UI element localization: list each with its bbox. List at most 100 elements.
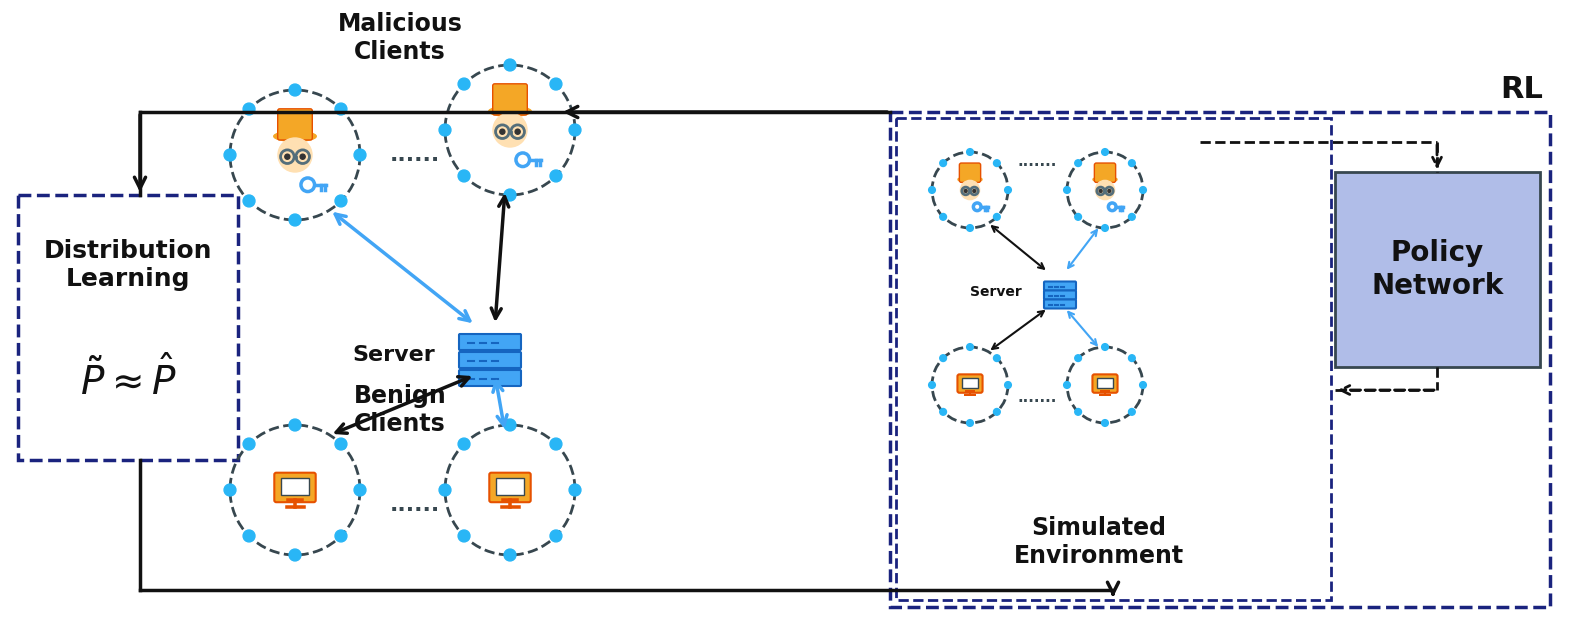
Circle shape [300,154,305,159]
Circle shape [458,78,471,90]
Circle shape [515,129,519,134]
Circle shape [289,214,302,226]
Circle shape [1129,408,1135,415]
Text: Server: Server [970,285,1022,299]
Circle shape [1075,213,1082,220]
FancyBboxPatch shape [960,163,981,182]
Circle shape [966,225,973,232]
Circle shape [335,438,347,450]
Circle shape [1004,187,1012,193]
Text: .......: ....... [1017,391,1056,406]
Circle shape [1102,344,1108,350]
Circle shape [504,189,516,201]
Circle shape [940,355,946,362]
Circle shape [354,149,366,161]
Circle shape [549,438,562,450]
Circle shape [966,344,973,350]
Circle shape [504,419,516,431]
Circle shape [289,419,302,431]
Circle shape [458,170,471,182]
Text: Malicious
Clients: Malicious Clients [338,12,463,64]
Circle shape [439,484,452,496]
Circle shape [1064,187,1071,193]
FancyBboxPatch shape [1044,281,1075,290]
FancyBboxPatch shape [275,473,316,502]
Circle shape [1140,187,1146,193]
Text: Simulated
Environment: Simulated Environment [1014,516,1184,568]
FancyBboxPatch shape [459,352,521,368]
Text: ......: ...... [390,145,441,165]
FancyBboxPatch shape [496,478,524,495]
Text: RL: RL [1500,76,1543,105]
Ellipse shape [489,106,531,116]
Circle shape [278,138,313,172]
Circle shape [1102,420,1108,427]
Circle shape [493,113,527,147]
Ellipse shape [1093,177,1116,182]
Circle shape [568,484,581,496]
Circle shape [284,154,291,159]
Circle shape [993,408,1000,415]
Circle shape [993,160,1000,167]
Circle shape [1096,180,1115,199]
Circle shape [243,103,254,115]
Circle shape [501,129,505,134]
Circle shape [549,170,562,182]
Circle shape [1064,382,1071,388]
FancyBboxPatch shape [1334,172,1540,367]
Circle shape [243,195,254,207]
Circle shape [243,438,254,450]
FancyBboxPatch shape [1094,163,1116,182]
Ellipse shape [958,177,982,182]
Circle shape [928,382,935,388]
FancyBboxPatch shape [459,334,521,350]
Circle shape [549,530,562,542]
Circle shape [1075,355,1082,362]
FancyBboxPatch shape [957,374,982,392]
Circle shape [993,213,1000,220]
Circle shape [1004,382,1012,388]
Circle shape [568,124,581,136]
Text: Server: Server [352,345,434,365]
FancyBboxPatch shape [278,109,313,140]
FancyBboxPatch shape [459,370,521,386]
Circle shape [1075,408,1082,415]
Circle shape [966,420,973,427]
Circle shape [966,149,973,155]
Circle shape [1129,355,1135,362]
FancyBboxPatch shape [489,473,531,502]
FancyBboxPatch shape [1093,374,1118,392]
Circle shape [243,530,254,542]
Circle shape [940,160,946,167]
Circle shape [549,78,562,90]
Text: Distribution
Learning: Distribution Learning [44,239,212,291]
FancyBboxPatch shape [1097,378,1113,388]
Circle shape [224,149,235,161]
Circle shape [354,484,366,496]
Circle shape [928,187,935,193]
Text: ......: ...... [390,495,441,515]
Circle shape [973,189,976,192]
FancyBboxPatch shape [493,84,527,115]
Circle shape [289,549,302,561]
Circle shape [1129,160,1135,167]
Ellipse shape [273,131,316,141]
Circle shape [289,84,302,96]
Circle shape [458,530,471,542]
Circle shape [335,195,347,207]
FancyBboxPatch shape [962,378,977,388]
Circle shape [458,438,471,450]
FancyBboxPatch shape [1044,290,1075,300]
Circle shape [224,484,235,496]
Circle shape [1140,382,1146,388]
Circle shape [1102,149,1108,155]
Text: Policy
Network: Policy Network [1372,239,1503,300]
Text: .......: ....... [1017,155,1056,170]
Circle shape [504,549,516,561]
Circle shape [1108,189,1110,192]
FancyBboxPatch shape [1044,300,1075,309]
Circle shape [1129,213,1135,220]
Circle shape [504,59,516,71]
Circle shape [960,180,979,199]
Circle shape [993,355,1000,362]
